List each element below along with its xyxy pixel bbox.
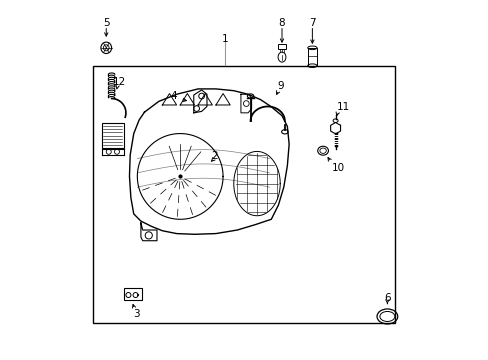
Text: 4: 4 — [170, 91, 177, 101]
Text: 11: 11 — [337, 103, 350, 112]
Bar — [93, 66, 394, 323]
Text: 7: 7 — [308, 18, 315, 28]
Text: 5: 5 — [103, 18, 109, 28]
Circle shape — [137, 294, 139, 296]
Bar — [123, 288, 142, 300]
Text: 9: 9 — [276, 81, 283, 91]
Bar — [102, 123, 123, 148]
Text: 6: 6 — [383, 293, 390, 303]
Text: 3: 3 — [133, 309, 140, 319]
Bar — [307, 48, 316, 66]
Text: 10: 10 — [331, 163, 344, 173]
Text: 12: 12 — [113, 77, 126, 87]
Text: 8: 8 — [278, 18, 285, 28]
Text: 1: 1 — [221, 34, 228, 44]
Bar — [277, 44, 285, 49]
Text: 2: 2 — [210, 151, 217, 161]
